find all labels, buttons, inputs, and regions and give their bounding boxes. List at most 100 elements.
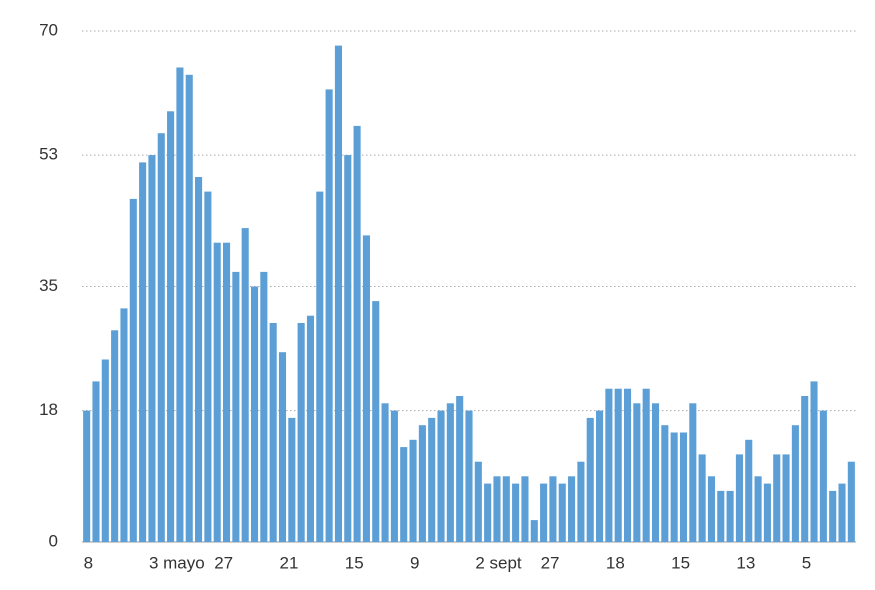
bar [456, 396, 464, 542]
bar [260, 271, 268, 542]
bar [847, 461, 855, 542]
bar [633, 403, 641, 542]
bar [278, 352, 287, 542]
x-tick-label: 9 [410, 553, 419, 572]
bar [596, 410, 604, 542]
bar [745, 439, 753, 542]
bar [213, 242, 221, 542]
bar [717, 490, 725, 542]
bar [773, 454, 781, 542]
bar [400, 447, 408, 542]
bar [269, 323, 277, 542]
bar [92, 381, 100, 542]
bar [241, 228, 249, 542]
bar [614, 388, 622, 542]
bar [167, 111, 175, 543]
bar [819, 410, 827, 542]
bar [754, 476, 762, 542]
bar [642, 388, 650, 542]
x-tick-label: 18 [606, 553, 625, 572]
bar [577, 461, 585, 542]
x-tick-label: 15 [345, 553, 364, 572]
bar [661, 425, 669, 542]
bar [176, 67, 184, 542]
bar [623, 388, 632, 542]
bar [586, 417, 594, 542]
bar [344, 155, 352, 542]
bar [101, 359, 109, 542]
x-tick-label: 27 [541, 553, 560, 572]
y-tick-label: 53 [39, 145, 58, 164]
bar [735, 454, 743, 542]
bar [512, 483, 520, 542]
bar [763, 483, 771, 542]
bar [502, 476, 510, 542]
bar [316, 191, 324, 542]
bar [549, 476, 557, 542]
bar [558, 483, 566, 542]
x-tick-label: 8 [84, 553, 93, 572]
bar [484, 483, 492, 542]
bar [390, 410, 398, 542]
bar [250, 286, 259, 542]
bar [465, 410, 473, 542]
bar [83, 410, 91, 542]
bar [288, 417, 296, 542]
bar [232, 271, 240, 542]
bar [829, 490, 837, 542]
bar [568, 476, 576, 542]
bar [707, 476, 716, 542]
x-tick-label: 15 [671, 553, 690, 572]
bar [726, 490, 734, 542]
bar [120, 308, 128, 542]
y-tick-label: 18 [39, 400, 58, 419]
bar [195, 177, 203, 542]
bar [679, 432, 688, 542]
bar [689, 403, 697, 542]
bar [493, 476, 501, 542]
bar [530, 520, 538, 542]
bar [540, 483, 548, 542]
bar [474, 461, 482, 542]
x-tick-label: 21 [279, 553, 298, 572]
bar [185, 74, 193, 543]
bar [791, 425, 799, 542]
bar [297, 323, 305, 542]
bar [372, 301, 380, 542]
bar [428, 417, 436, 542]
bar [325, 89, 333, 543]
y-tick-label: 70 [39, 20, 58, 39]
bar [409, 439, 417, 542]
bar [334, 45, 342, 542]
bar [353, 125, 361, 543]
x-tick-label: 2 sept [475, 553, 522, 572]
bar [801, 396, 809, 542]
x-tick-label: 5 [802, 553, 811, 572]
bar [157, 133, 165, 542]
bar [139, 162, 147, 542]
bar [651, 403, 660, 542]
x-tick-label: 13 [736, 553, 755, 572]
bar [810, 381, 818, 542]
bar [521, 476, 529, 542]
x-tick-label: 27 [214, 553, 233, 572]
bar [437, 410, 445, 542]
bar [222, 242, 231, 542]
bar [838, 483, 846, 542]
bar [418, 425, 426, 542]
x-tick-label: 3 mayo [149, 553, 205, 572]
bar [782, 454, 790, 542]
bar [446, 403, 454, 542]
bar [148, 155, 156, 542]
bar [670, 432, 678, 542]
bar [698, 454, 706, 542]
bar [605, 388, 613, 542]
bar [381, 403, 389, 542]
bar [111, 330, 119, 542]
bar [306, 315, 315, 542]
bar [129, 198, 137, 542]
bar [204, 191, 212, 542]
y-tick-label: 0 [49, 531, 58, 550]
y-tick-label: 35 [39, 276, 58, 295]
